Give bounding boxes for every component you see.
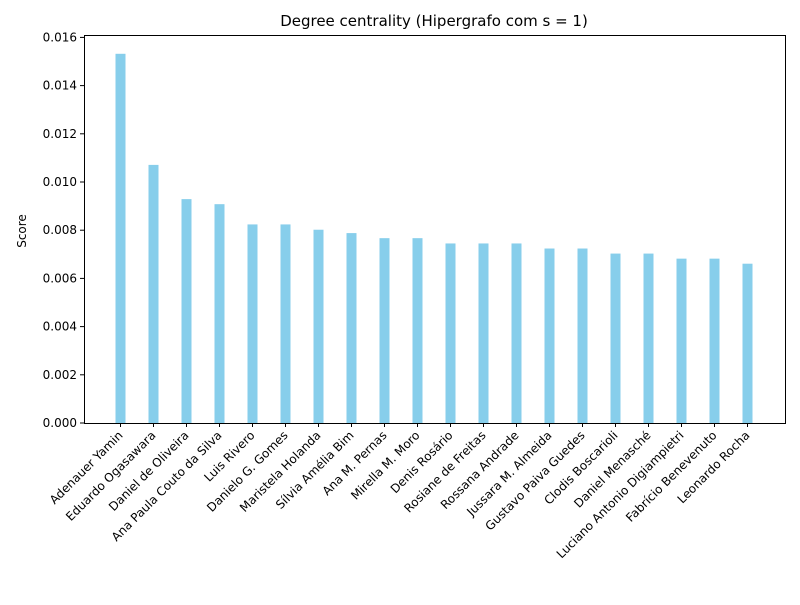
bar	[478, 243, 489, 423]
bar	[676, 258, 687, 423]
bar	[346, 233, 357, 423]
bar	[610, 253, 621, 423]
bar	[280, 224, 291, 423]
bar	[379, 238, 390, 423]
bar	[214, 204, 225, 423]
y-tick-label: 0.012	[43, 127, 77, 141]
bar	[313, 229, 324, 423]
bar	[544, 248, 555, 423]
y-axis-ticks: 0.000 0.002 0.004 0.006 0.008 0.010 0.012 0.014…	[43, 30, 84, 430]
bars-layer	[115, 53, 753, 424]
y-tick-label: 0.014	[43, 79, 77, 93]
bar	[148, 164, 159, 424]
bar	[247, 224, 258, 423]
bar	[577, 248, 588, 423]
y-tick-label: 0.008	[43, 223, 77, 237]
plot-frame	[84, 35, 786, 424]
y-axis-label: Score	[15, 214, 29, 248]
y-tick-label: 0.016	[43, 30, 77, 44]
y-tick-label: 0.010	[43, 175, 77, 189]
bar	[412, 238, 423, 423]
bar	[511, 243, 522, 423]
bar	[742, 263, 753, 423]
bar	[643, 253, 654, 423]
bar	[709, 258, 720, 423]
bar	[445, 243, 456, 423]
bar	[115, 53, 126, 423]
y-tick-label: 0.006	[43, 271, 77, 285]
y-tick-label: 0.002	[43, 368, 77, 382]
chart-title: Degree centrality (Hipergrafo com s = 1)	[280, 12, 588, 30]
y-tick-label: 0.004	[43, 320, 77, 334]
y-tick-label: 0.000	[43, 416, 77, 430]
bar	[181, 199, 192, 423]
